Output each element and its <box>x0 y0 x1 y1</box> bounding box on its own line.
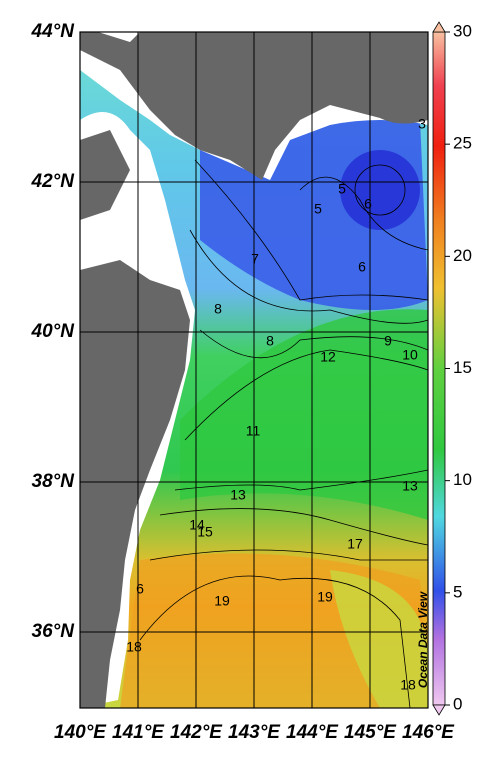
contour-label: 3 <box>418 116 426 132</box>
contour-label: 19 <box>317 589 333 605</box>
contour-label: 6 <box>358 259 366 275</box>
lat-label: 40°N <box>31 321 76 342</box>
contour-label: 8 <box>214 301 222 317</box>
contour-label: 5 <box>314 201 322 217</box>
contour-label: 13 <box>402 478 418 494</box>
colorbar-label: 20 <box>453 246 472 265</box>
lat-label: 44°N <box>31 21 76 42</box>
watermark: Ocean Data View <box>416 591 430 688</box>
colorbar-label: 0 <box>453 694 462 713</box>
lat-label: 36°N <box>32 621 76 642</box>
contour-label: 6 <box>136 581 144 597</box>
contour-label: 5 <box>338 181 346 197</box>
lon-label: 140°E <box>54 722 107 743</box>
colorbar-arrow <box>432 704 446 716</box>
lon-label: 141°E <box>112 722 165 743</box>
colorbar-label: 30 <box>453 21 472 40</box>
contour-label: 6 <box>364 196 372 212</box>
contour-label: 9 <box>384 333 392 349</box>
lat-label: 38°N <box>32 471 76 492</box>
map-frame <box>79 31 429 709</box>
lon-label: 144°E <box>286 722 339 743</box>
contour-label: 17 <box>347 536 363 552</box>
graticule <box>80 32 428 708</box>
lon-label: 142°E <box>170 722 223 743</box>
contour-label: 12 <box>320 349 336 365</box>
colorbar-label: 10 <box>453 470 472 489</box>
lon-label: 143°E <box>228 722 281 743</box>
contour-label: 15 <box>197 524 213 540</box>
contour-label: 13 <box>230 487 246 503</box>
lon-label: 146°E <box>402 722 455 743</box>
contour-label: 8 <box>266 333 274 349</box>
lon-label: 145°E <box>344 722 397 743</box>
colorbar-arrow <box>432 21 446 33</box>
contour-label: 18 <box>400 677 416 693</box>
colorbar-label: 15 <box>453 358 472 377</box>
contour-label: 18 <box>126 639 142 655</box>
colorbar <box>432 31 446 706</box>
contour-label: 10 <box>402 347 418 363</box>
contour-label: 14 <box>189 517 205 533</box>
colorbar-label: 5 <box>453 582 462 601</box>
colorbar-label: 25 <box>453 134 472 153</box>
contour-label: 19 <box>214 593 230 609</box>
lat-label: 42°N <box>31 171 76 192</box>
contour-label: 11 <box>246 423 261 439</box>
contour-label: 7 <box>251 251 259 267</box>
